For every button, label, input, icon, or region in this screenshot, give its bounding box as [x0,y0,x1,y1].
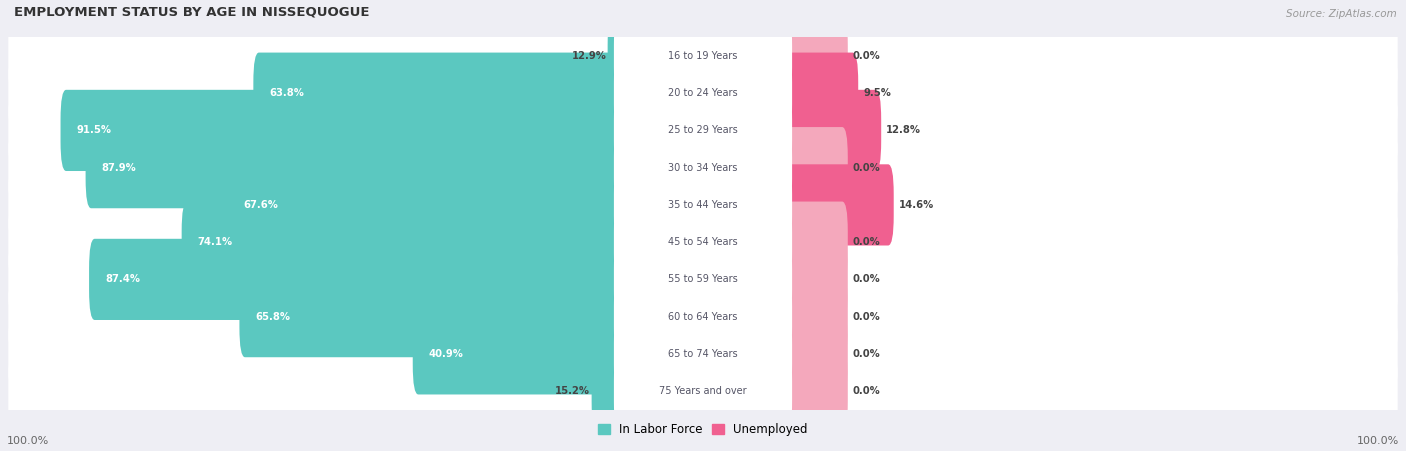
FancyBboxPatch shape [614,127,792,208]
FancyBboxPatch shape [614,202,792,283]
FancyBboxPatch shape [8,250,1398,309]
Text: 0.0%: 0.0% [852,349,880,359]
FancyBboxPatch shape [8,324,1398,383]
FancyBboxPatch shape [614,313,792,395]
FancyBboxPatch shape [780,239,848,320]
Text: 75 Years and over: 75 Years and over [659,386,747,396]
FancyBboxPatch shape [780,127,848,208]
FancyBboxPatch shape [780,350,848,432]
FancyBboxPatch shape [8,101,1398,160]
FancyBboxPatch shape [614,350,792,432]
Text: 87.9%: 87.9% [101,163,136,173]
FancyBboxPatch shape [780,15,848,97]
FancyBboxPatch shape [780,90,882,171]
FancyBboxPatch shape [592,350,626,432]
FancyBboxPatch shape [8,175,1398,235]
FancyBboxPatch shape [780,53,858,134]
Legend: In Labor Force, Unemployed: In Labor Force, Unemployed [593,419,813,441]
Text: 16 to 19 Years: 16 to 19 Years [668,51,738,61]
FancyBboxPatch shape [780,164,894,245]
FancyBboxPatch shape [60,90,626,171]
Text: 87.4%: 87.4% [105,274,141,285]
Text: 74.1%: 74.1% [198,237,233,247]
Text: 9.5%: 9.5% [863,88,891,98]
FancyBboxPatch shape [8,362,1398,420]
FancyBboxPatch shape [614,53,792,134]
FancyBboxPatch shape [253,53,626,134]
FancyBboxPatch shape [614,90,792,171]
FancyBboxPatch shape [86,127,626,208]
FancyBboxPatch shape [181,202,626,283]
FancyBboxPatch shape [8,287,1398,346]
FancyBboxPatch shape [614,276,792,357]
Text: 67.6%: 67.6% [243,200,278,210]
Text: 25 to 29 Years: 25 to 29 Years [668,125,738,135]
FancyBboxPatch shape [8,213,1398,272]
Text: 0.0%: 0.0% [852,312,880,322]
Text: 100.0%: 100.0% [7,436,49,446]
Text: 65.8%: 65.8% [256,312,291,322]
Text: 12.8%: 12.8% [886,125,921,135]
Text: 45 to 54 Years: 45 to 54 Years [668,237,738,247]
Text: 15.2%: 15.2% [555,386,591,396]
Text: 30 to 34 Years: 30 to 34 Years [668,163,738,173]
FancyBboxPatch shape [8,27,1398,85]
Text: 55 to 59 Years: 55 to 59 Years [668,274,738,285]
Text: 35 to 44 Years: 35 to 44 Years [668,200,738,210]
FancyBboxPatch shape [607,15,626,97]
FancyBboxPatch shape [614,15,792,97]
Text: EMPLOYMENT STATUS BY AGE IN NISSEQUOGUE: EMPLOYMENT STATUS BY AGE IN NISSEQUOGUE [14,6,370,18]
FancyBboxPatch shape [413,313,626,395]
FancyBboxPatch shape [780,313,848,395]
FancyBboxPatch shape [239,276,626,357]
Text: 14.6%: 14.6% [898,200,934,210]
Text: 100.0%: 100.0% [1357,436,1399,446]
Text: 0.0%: 0.0% [852,51,880,61]
Text: 0.0%: 0.0% [852,274,880,285]
FancyBboxPatch shape [226,164,626,245]
FancyBboxPatch shape [780,276,848,357]
Text: 63.8%: 63.8% [270,88,304,98]
FancyBboxPatch shape [8,64,1398,123]
FancyBboxPatch shape [614,164,792,245]
Text: 0.0%: 0.0% [852,237,880,247]
FancyBboxPatch shape [8,138,1398,197]
Text: 0.0%: 0.0% [852,386,880,396]
Text: 20 to 24 Years: 20 to 24 Years [668,88,738,98]
Text: 0.0%: 0.0% [852,163,880,173]
Text: 91.5%: 91.5% [76,125,111,135]
Text: Source: ZipAtlas.com: Source: ZipAtlas.com [1285,9,1396,18]
Text: 12.9%: 12.9% [571,51,606,61]
FancyBboxPatch shape [614,239,792,320]
FancyBboxPatch shape [89,239,626,320]
Text: 40.9%: 40.9% [429,349,464,359]
FancyBboxPatch shape [780,202,848,283]
Text: 65 to 74 Years: 65 to 74 Years [668,349,738,359]
Text: 60 to 64 Years: 60 to 64 Years [668,312,738,322]
